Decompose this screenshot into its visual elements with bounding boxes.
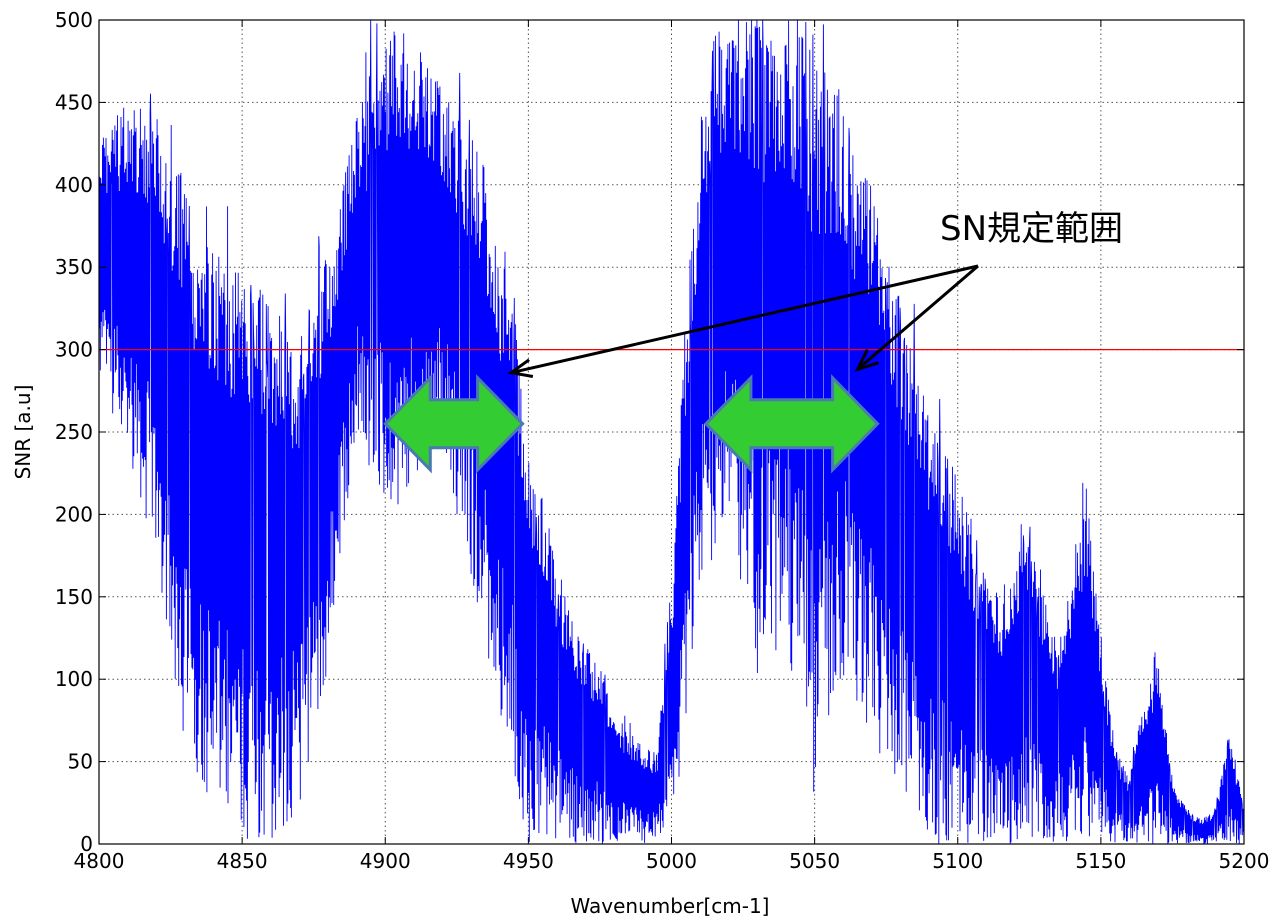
y-tick-label: 0 bbox=[80, 832, 93, 856]
range-arrows bbox=[383, 374, 880, 474]
annotation: SN規定範囲 bbox=[507, 209, 1123, 378]
range-arrow bbox=[383, 374, 525, 474]
x-tick-label: 5000 bbox=[646, 849, 697, 873]
annotation-text: SN規定範囲 bbox=[940, 209, 1123, 249]
y-tick-label: 450 bbox=[55, 90, 93, 114]
y-tick-label: 50 bbox=[68, 750, 93, 774]
snr-trace bbox=[98, 19, 1245, 844]
annotation-arrow bbox=[856, 264, 979, 371]
x-axis-label: Wavenumber[cm-1] bbox=[571, 894, 770, 918]
y-axis-ticks: 0 50 100 150 200 250 300 350 400 450 500 bbox=[55, 8, 1244, 856]
y-tick-label: 200 bbox=[55, 502, 93, 526]
snr-series bbox=[98, 19, 1245, 844]
y-tick-label: 150 bbox=[55, 585, 93, 609]
y-tick-label: 100 bbox=[55, 667, 93, 691]
annotation-arrow bbox=[510, 264, 979, 375]
x-tick-label: 5050 bbox=[789, 849, 840, 873]
x-tick-label: 5150 bbox=[1075, 849, 1126, 873]
x-axis-ticks: 4800 4850 4900 4950 5000 5050 5100 5150 5200 bbox=[74, 20, 1270, 873]
y-tick-label: 300 bbox=[55, 338, 93, 362]
x-tick-label: 5200 bbox=[1219, 849, 1270, 873]
x-tick-label: 5100 bbox=[932, 849, 983, 873]
y-tick-label: 250 bbox=[55, 420, 93, 444]
y-tick-label: 350 bbox=[55, 255, 93, 279]
range-arrow bbox=[703, 374, 880, 474]
y-tick-label: 400 bbox=[55, 173, 93, 197]
annotation-arrowhead bbox=[854, 349, 879, 372]
x-tick-label: 4950 bbox=[503, 849, 554, 873]
y-tick-label: 500 bbox=[55, 8, 93, 32]
x-tick-label: 4900 bbox=[360, 849, 411, 873]
x-tick-label: 4850 bbox=[217, 849, 268, 873]
x-tick-label: 4800 bbox=[74, 849, 125, 873]
y-axis-label: SNR [a.u] bbox=[11, 385, 35, 480]
annotation-arrowhead bbox=[507, 358, 534, 378]
